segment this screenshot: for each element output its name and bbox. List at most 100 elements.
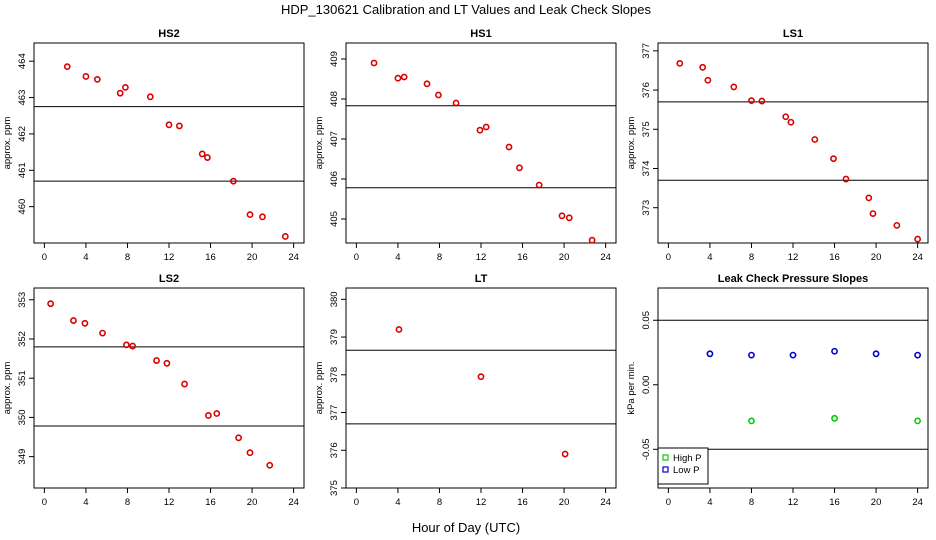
y-tick-label: 463 [17,90,28,106]
panel-title: LS1 [783,28,803,40]
figure-title: HDP_130621 Calibration and LT Values and… [281,2,652,17]
x-tick-label: 16 [829,497,840,508]
data-point [730,83,738,91]
plot-frame [345,287,617,489]
data-point [565,214,573,222]
data-point [153,357,160,364]
data-point [914,417,922,425]
x-tick-label: 8 [125,252,130,263]
data-point [198,150,206,158]
data-point [175,122,183,130]
y-tick-label: 462 [17,126,28,142]
y-tick-label: -0.05 [641,438,652,460]
data-point [229,177,237,185]
y-tick-label: 0.00 [641,376,652,395]
data-point [831,347,838,355]
data-point [872,350,880,358]
data-point [476,126,484,134]
x-tick-label: 0 [354,497,359,508]
y-axis-label: approx. ppm [626,117,637,170]
x-tick-label: 4 [83,252,88,263]
data-point [82,73,90,80]
y-tick-label: 374 [641,161,652,177]
x-tick-label: 8 [749,252,754,263]
x-tick-label: 4 [395,252,400,263]
y-tick-label: 406 [329,171,340,187]
x-tick-label: 4 [707,497,712,508]
y-axis-label: approx. ppm [2,362,13,415]
y-tick-label: 376 [641,82,652,98]
data-point [482,123,490,131]
x-tick-label: 0 [42,252,47,263]
legend-label: Low P [673,465,699,476]
data-point [259,213,266,221]
legend-marker [662,454,669,461]
data-point [865,194,873,202]
data-point [165,121,173,129]
x-tick-label: 12 [788,497,799,508]
data-point [266,461,274,469]
y-tick-label: 375 [329,480,340,496]
data-point [699,63,707,71]
data-point [477,373,485,381]
y-tick-label: 379 [329,329,340,345]
data-point [123,341,130,349]
data-point [558,212,566,220]
x-tick-label: 8 [437,497,442,508]
x-tick-label: 24 [288,497,299,508]
data-point [505,143,513,151]
y-tick-label: 377 [329,405,340,421]
x-tick-label: 16 [517,252,528,263]
data-point [706,350,714,358]
data-point [47,300,55,308]
data-point [93,75,101,83]
data-point [70,317,77,324]
panel-title: HS1 [470,28,491,40]
x-tick-label: 20 [559,497,570,508]
data-point [181,380,188,388]
data-point [394,74,402,82]
x-tick-label: 20 [559,252,570,263]
panel-title: LT [475,273,488,285]
data-point [246,211,254,219]
data-point [395,326,403,333]
x-tick-label: 4 [707,252,712,263]
x-tick-label: 20 [871,497,882,508]
y-tick-label: 375 [641,121,652,137]
data-point [811,136,819,143]
x-tick-label: 8 [125,497,130,508]
data-point [235,434,242,442]
plot-frame [345,42,617,244]
y-tick-label: 380 [329,291,340,307]
data-point [423,80,431,88]
data-point [121,83,129,91]
data-point [869,210,877,217]
legend-box [657,447,709,485]
y-tick-label: 353 [17,292,28,308]
y-axis-label: approx. ppm [314,117,325,170]
data-point [748,97,755,105]
data-point [842,175,850,183]
y-tick-label: 378 [329,367,340,383]
x-tick-label: 4 [83,497,88,508]
legend-marker [662,466,669,473]
panel-1: HS1 0 4 8 12 16 20 24 405 406 407 408 409 approx. ppm [314,28,617,263]
y-tick-label: 377 [641,43,652,59]
data-point [63,63,71,71]
plot-frame [33,42,305,244]
data-point [830,155,837,163]
data-point [205,412,212,419]
y-axis-label: approx. ppm [314,362,325,415]
data-point [204,154,211,161]
data-point [281,233,289,240]
data-point [758,97,766,105]
y-tick-label: 464 [17,53,28,69]
x-tick-label: 12 [476,497,487,508]
data-point [81,319,89,327]
data-point [116,89,124,97]
y-tick-label: 407 [329,131,340,147]
data-point [146,93,154,101]
x-tick-label: 16 [829,252,840,263]
y-tick-label: 408 [329,91,340,107]
